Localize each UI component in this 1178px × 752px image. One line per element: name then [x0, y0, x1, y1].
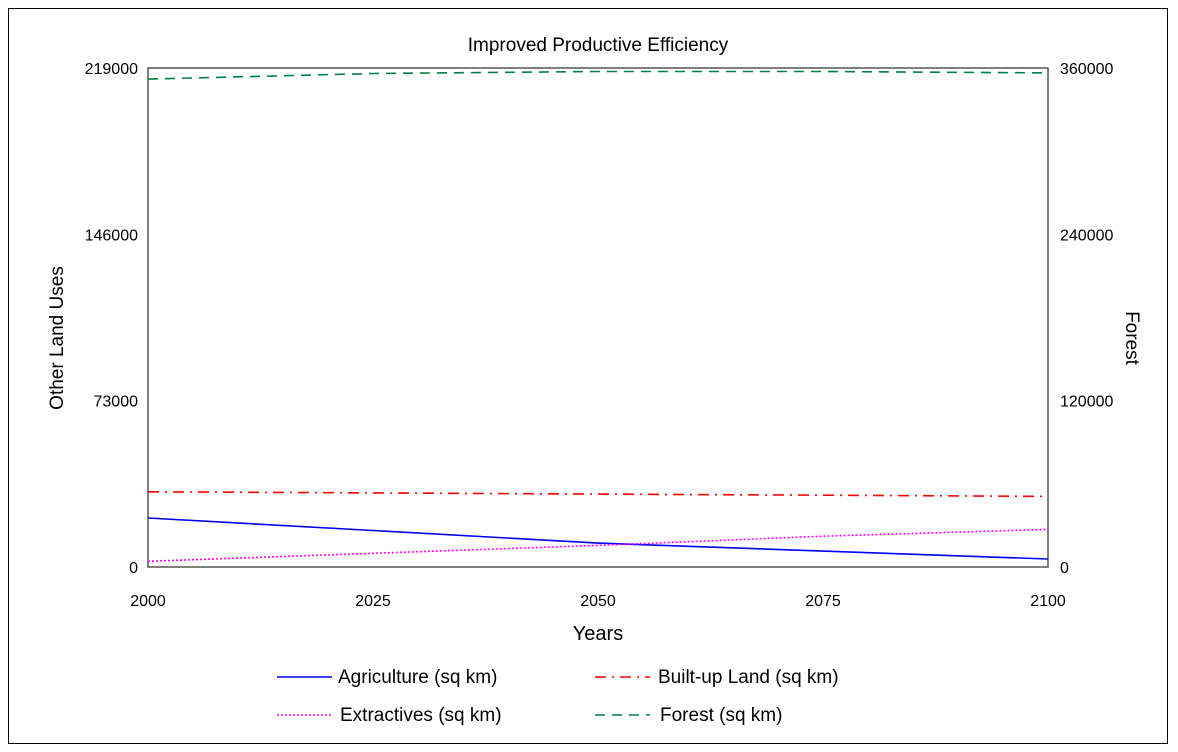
left-tick-label: 0 [129, 560, 138, 577]
series-line-0 [147, 517, 1049, 560]
series-line-3 [147, 70, 1049, 80]
left-tick-label: 219000 [85, 61, 138, 78]
left-axis-ticks: 0 73000 146000 219000 [85, 61, 138, 577]
plot-area [147, 67, 1049, 568]
right-tick-label: 0 [1060, 560, 1069, 577]
right-tick-label: 360000 [1060, 61, 1113, 78]
legend-label-0: Agriculture (sq km) [338, 667, 497, 688]
chart-frame [8, 8, 1168, 744]
x-tick-label: 2050 [580, 593, 616, 610]
x-tick-label: 2075 [805, 593, 841, 610]
x-axis-label: Years [573, 623, 623, 645]
left-tick-label: 146000 [85, 227, 138, 244]
x-tick-label: 2025 [355, 593, 391, 610]
series-line-2 [147, 528, 1049, 563]
legend-label-1: Built-up Land (sq km) [658, 667, 839, 688]
legend: Agriculture (sq km) Built-up Land (sq km)… [277, 667, 839, 726]
right-tick-label: 120000 [1060, 394, 1113, 411]
legend-label-2: Extractives (sq km) [340, 705, 502, 726]
right-tick-label: 240000 [1060, 227, 1113, 244]
x-tick-label: 2000 [130, 593, 166, 610]
series-line-1 [147, 490, 1049, 498]
left-axis-label: Other Land Uses [47, 266, 68, 410]
series-layer [147, 70, 1049, 563]
x-axis-ticks: 2000 2025 2050 2075 2100 [130, 593, 1066, 610]
right-axis-label: Forest [1121, 311, 1142, 366]
right-axis-ticks: 0 120000 240000 360000 [1060, 61, 1113, 577]
chart-title: Improved Productive Efficiency [468, 35, 729, 56]
legend-label-3: Forest (sq km) [660, 705, 782, 726]
left-tick-label: 73000 [94, 394, 139, 411]
x-tick-label: 2100 [1030, 593, 1066, 610]
